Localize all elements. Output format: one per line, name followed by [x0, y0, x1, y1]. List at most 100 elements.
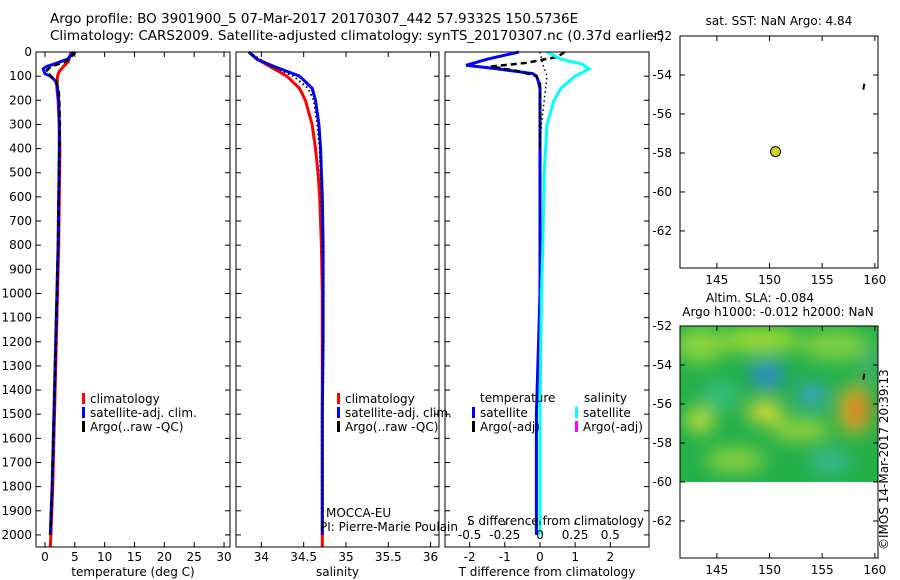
- difference-xtick-label: 2: [606, 550, 614, 564]
- difference-t-legend-label: Argo(-adj): [480, 420, 540, 434]
- sst-map-title: sat. SST: NaN Argo: 4.84: [706, 14, 853, 28]
- temperature-xtick-label: 5: [71, 550, 79, 564]
- temperature-ytick-label: 1600: [1, 431, 32, 445]
- sst-map-float-marker: [770, 146, 782, 158]
- sla_map-coast-mark: [862, 373, 866, 380]
- difference-legend-header-temperature: temperature: [480, 391, 555, 405]
- difference-s-tick-label: 0.5: [601, 528, 620, 542]
- sla_map-xtick-label: 155: [811, 563, 834, 577]
- difference-s-tick-label: -0.25: [489, 528, 520, 542]
- temperature-ytick-label: 1700: [1, 455, 32, 469]
- temperature-xtick-label: 25: [187, 550, 202, 564]
- temperature-series-argo-raw-qc-: [44, 51, 77, 535]
- salinity-xtick-label: 35.5: [375, 550, 402, 564]
- temperature-legend-label: climatology: [90, 392, 160, 406]
- sla_map-ytick-label: -62: [652, 514, 672, 528]
- sla_map-xtick-label: 160: [863, 563, 886, 577]
- salinity-legend-swatch: [337, 421, 340, 432]
- temperature-panel: 0 5 10 15 20 25 300100200300400500600700800900…: [1, 45, 231, 579]
- sla-blob: [704, 383, 736, 407]
- difference-t-legend-label: satellite: [480, 406, 528, 420]
- sst_map-xtick-label: 145: [705, 273, 728, 287]
- salinity-legend-swatch: [337, 407, 340, 418]
- difference-xlabel-top: S difference from climatology: [467, 514, 644, 528]
- temperature-xtick-label: 30: [216, 550, 231, 564]
- sla-nodata-area: [680, 481, 878, 482]
- temperature-ytick-label: 1800: [1, 480, 32, 494]
- temperature-legend-swatch: [82, 393, 85, 404]
- difference-xtick-label: 0: [536, 550, 544, 564]
- temperature-xtick-label: 15: [127, 550, 142, 564]
- sla_map-panel: 145 150 155 160 -52 -54 -56 -58 -60 -62 Altim. SLA…: [652, 291, 886, 577]
- sst_map-ytick-label: -56: [652, 107, 672, 121]
- difference-s-legend-swatch: [575, 407, 578, 418]
- temperature-ytick-label: 1300: [1, 359, 32, 373]
- sla_map-ytick-label: -52: [652, 319, 672, 333]
- difference-t-legend-swatch: [472, 407, 475, 418]
- sla-map-title-line-2: Argo h1000: -0.012 h2000: NaN: [682, 305, 874, 319]
- difference-s-tick-label: -0.5: [458, 528, 481, 542]
- temperature-ytick-label: 900: [9, 262, 32, 276]
- difference-t-legend-swatch: [472, 421, 475, 432]
- difference-xtick-label: 1: [571, 550, 579, 564]
- difference-s-legend-swatch: [575, 421, 578, 432]
- difference-series-s-argo-adj-: [539, 51, 548, 149]
- difference-legend-header-salinity: salinity: [584, 391, 627, 405]
- temperature-ytick-label: 100: [9, 69, 32, 83]
- sst_map-ytick-label: -52: [652, 29, 672, 43]
- sla-blob: [749, 361, 785, 389]
- salinity-frame: [235, 51, 440, 548]
- temperature-frame: [35, 51, 231, 548]
- salinity-xtick-label: 35: [338, 550, 353, 564]
- sla-heatmap: [680, 326, 878, 482]
- sla-blob: [810, 452, 850, 472]
- sla-blob: [850, 398, 866, 422]
- difference-xtick-label: -2: [464, 550, 476, 564]
- temperature-ytick-label: 600: [9, 190, 32, 204]
- difference-series-s-satellite: [538, 50, 593, 535]
- sla-blob: [680, 327, 725, 363]
- sla-blob: [800, 330, 870, 360]
- temperature-xtick-label: 0: [41, 550, 49, 564]
- sla_map-ytick-label: -58: [652, 436, 672, 450]
- temperature-xlabel: temperature (deg C): [71, 565, 194, 579]
- sst_map-panel: 145 150 155 160 -52 -54 -56 -58 -60 -62 sat. SST: …: [652, 14, 886, 287]
- salinity-legend-swatch: [337, 393, 340, 404]
- sla_map-ytick-label: -54: [652, 358, 672, 372]
- figure-title-line-1: Argo profile: BO 3901900_5 07-Mar-2017 2…: [50, 11, 579, 27]
- temperature-legend-label: Argo(..raw -QC): [90, 420, 183, 434]
- sla_map-frame: [679, 325, 879, 559]
- temperature-ytick-label: 700: [9, 214, 32, 228]
- credit-text: ©IMOS 14-Mar-2017 20:39:13: [877, 369, 891, 550]
- salinity-xlabel: salinity: [316, 565, 359, 579]
- sst_map-ytick-label: -58: [652, 146, 672, 160]
- temperature-xtick-label: 10: [97, 550, 112, 564]
- salinity-panel: 34 34.5 35 35.5 36 salinity climatologysatelli…: [236, 50, 458, 579]
- salinity-xtick-label: 36: [423, 550, 438, 564]
- difference-xlabel: T difference from climatology: [458, 565, 636, 579]
- temperature-series-satellite-adj-clim-: [41, 51, 75, 535]
- sla-blob: [747, 402, 783, 422]
- sla_map-ytick-label: -56: [652, 397, 672, 411]
- sla-map-title-line-1: Altim. SLA: -0.084: [706, 291, 814, 305]
- difference-xtick-label: -1: [499, 550, 511, 564]
- sst_map-ytick-label: -62: [652, 224, 672, 238]
- sla-blob: [686, 408, 714, 432]
- salinity-legend-label: climatology: [345, 392, 415, 406]
- sst_map-xtick-label: 160: [863, 273, 886, 287]
- sla-blob: [798, 383, 826, 407]
- temperature-ytick-label: 0: [24, 45, 32, 59]
- temperature-ytick-label: 1500: [1, 407, 32, 421]
- temperature-legend-swatch: [82, 421, 85, 432]
- temperature-ytick-label: 300: [9, 117, 32, 131]
- sla_map-xtick-label: 150: [758, 563, 781, 577]
- difference-s-tick-label: 0: [536, 528, 544, 542]
- sla-blob: [720, 328, 800, 352]
- temperature-ytick-label: 1400: [1, 383, 32, 397]
- sst_map-frame: [679, 35, 879, 269]
- sla-blob: [705, 448, 765, 472]
- salinity-xtick-label: 34.5: [290, 550, 317, 564]
- salinity-annotation-pi: PI: Pierre-Marie Poulain: [320, 520, 458, 534]
- temperature-ytick-label: 1900: [1, 504, 32, 518]
